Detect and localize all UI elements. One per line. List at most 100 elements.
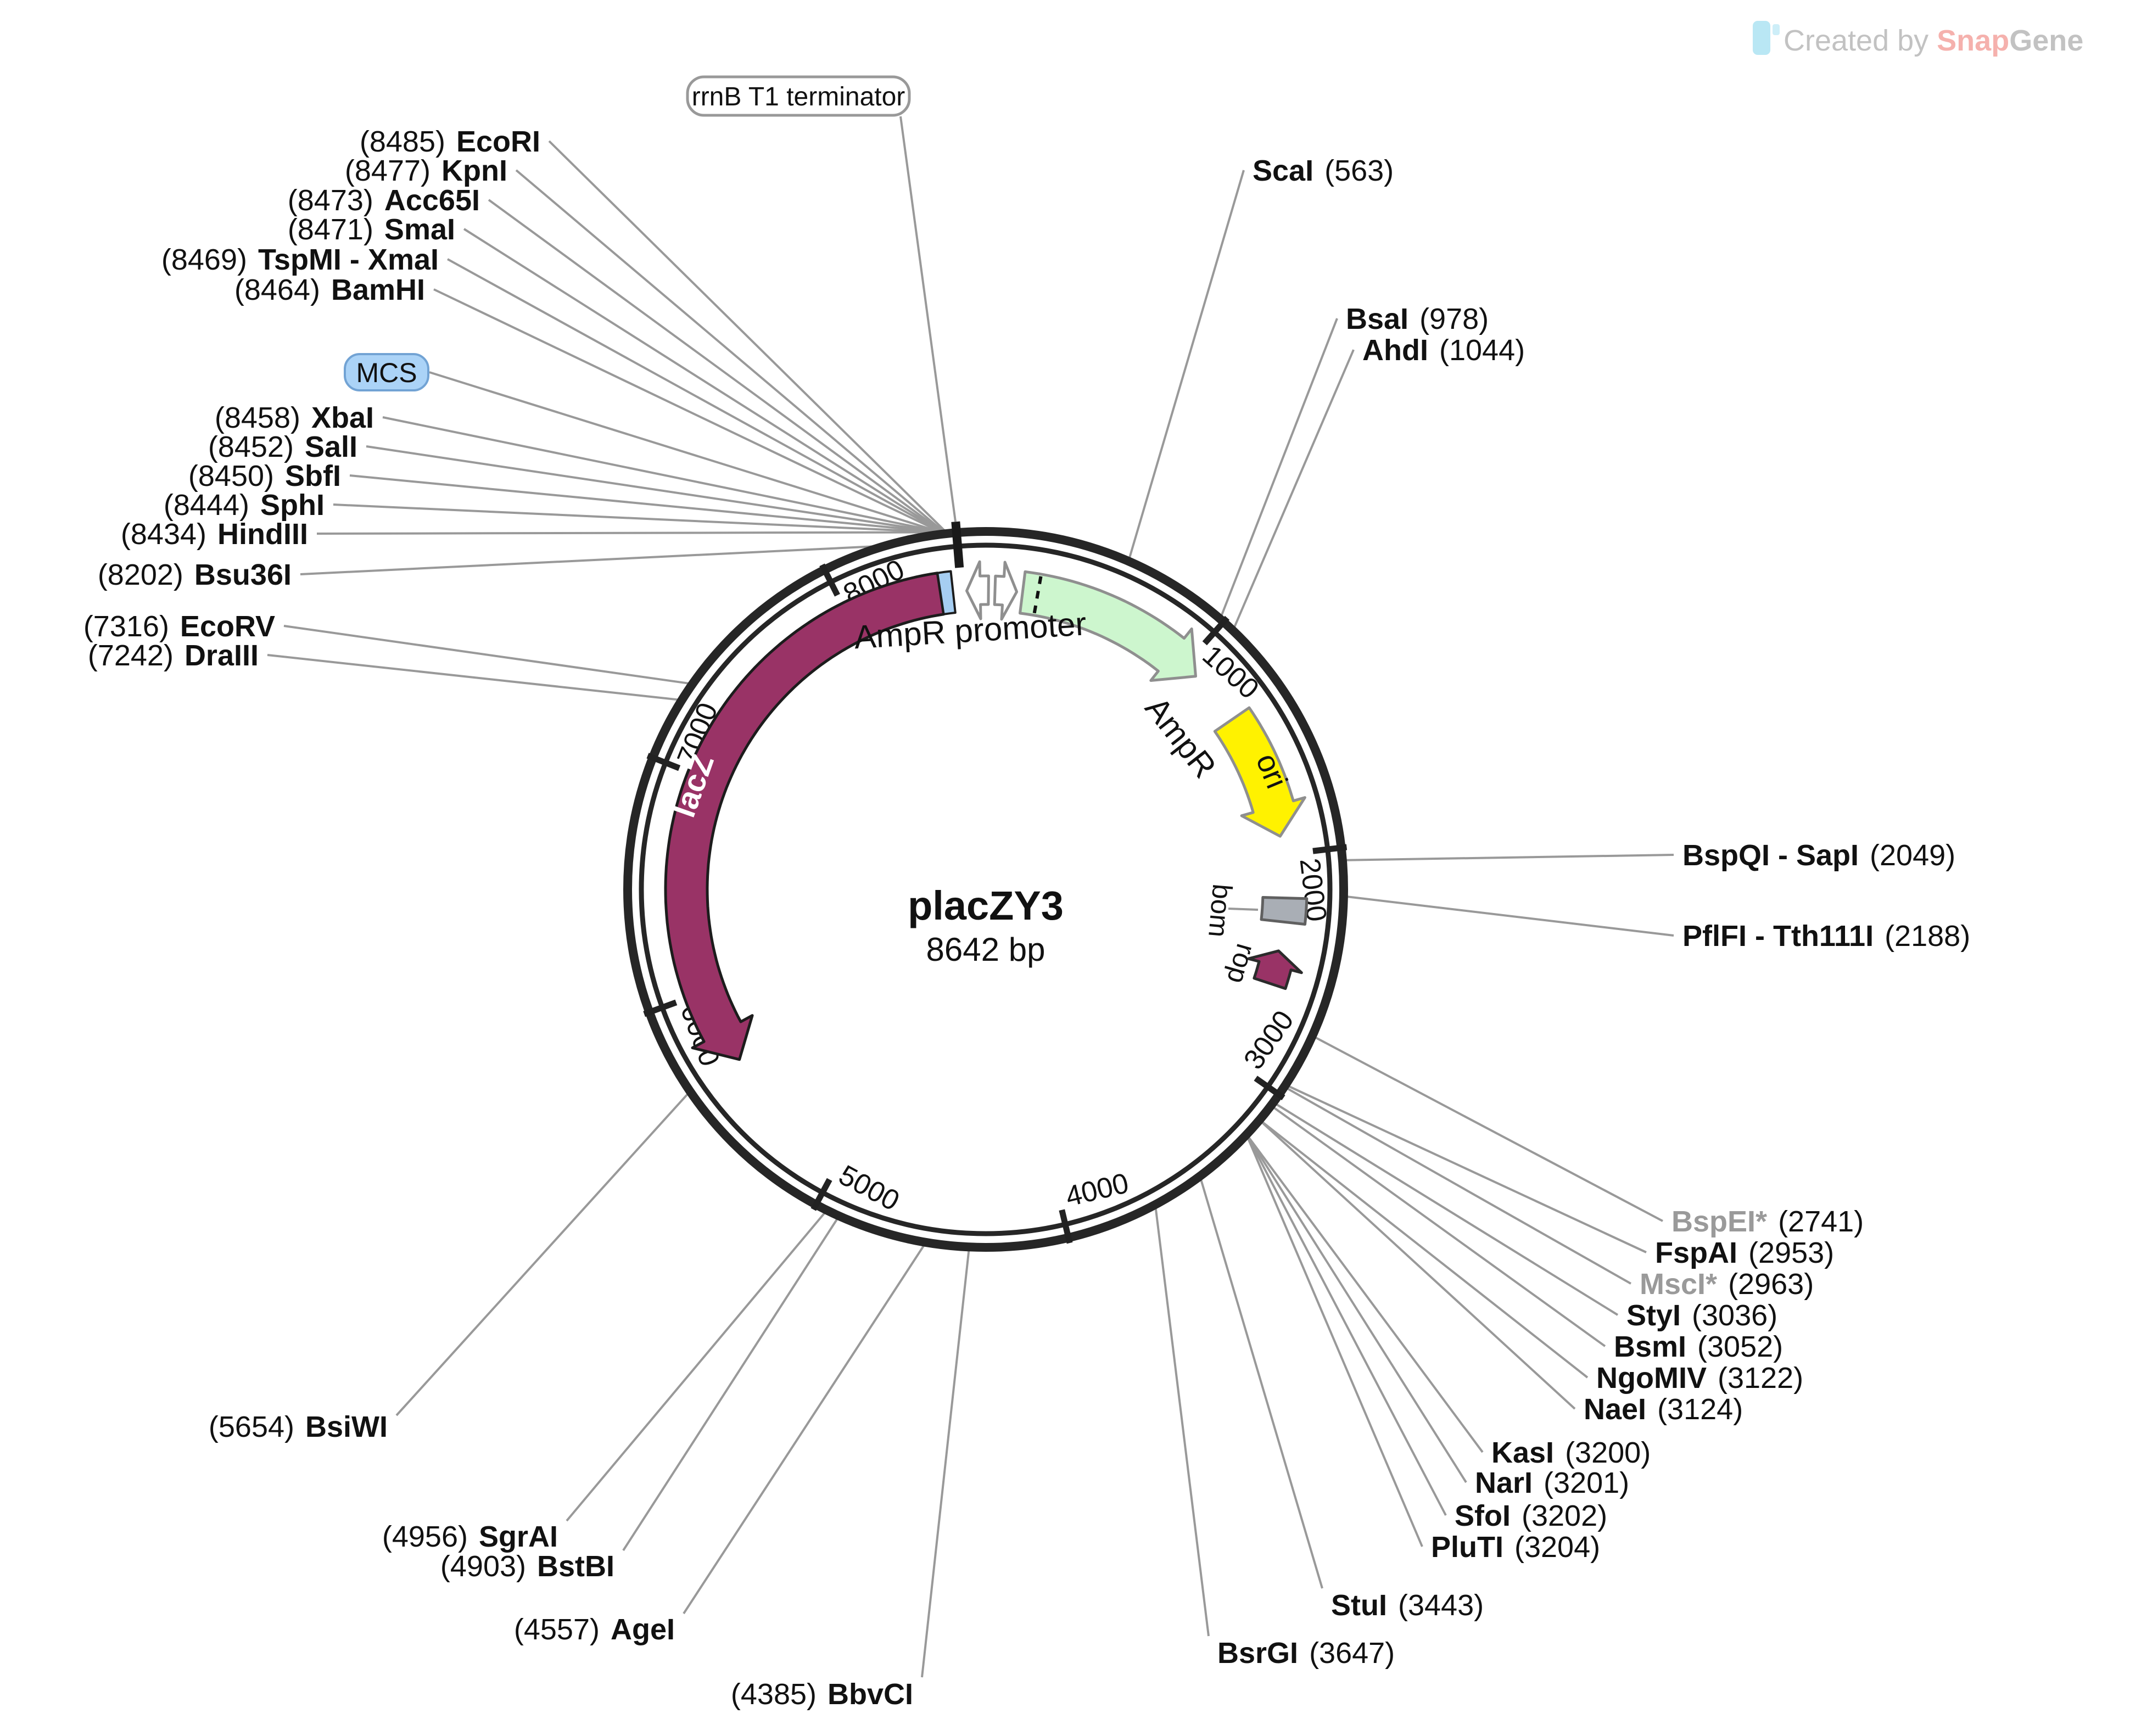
site-leader-BspEI* <box>1315 1036 1663 1222</box>
site-label-BsiWI: (5654) BsiWI <box>209 1410 388 1443</box>
feature-promoter-arrow-left <box>965 560 990 620</box>
site-leader-BspQI-SapI <box>1345 854 1674 861</box>
site-label-AhdI: AhdI (1044) <box>1362 334 1525 367</box>
mcs-leader <box>429 371 938 533</box>
site-label-EcoRI: (8485) EcoRI <box>360 125 540 158</box>
center-title: placZY3 8642 bp <box>908 883 1064 968</box>
site-label-SfoI: SfoI (3202) <box>1455 1499 1607 1532</box>
site-leader-BsmI <box>1273 1106 1606 1347</box>
site-leader-EcoRV <box>283 625 689 685</box>
tick-mark-4000 <box>1059 1209 1073 1244</box>
site-leader-AgeI <box>683 1245 925 1615</box>
tick-mark-3000 <box>1254 1076 1285 1100</box>
site-leader-SalI <box>366 445 936 533</box>
site-leader-BsrGI <box>1154 1208 1210 1637</box>
site-label-PflFI-Tth111I: PflFI - Tth111I (2188) <box>1682 920 1970 953</box>
site-label-KpnI: (8477) KpnI <box>345 154 507 187</box>
site-leader-SphI <box>333 503 934 533</box>
site-leader-PflFI-Tth111I <box>1346 895 1674 937</box>
site-leader-StyI <box>1276 1103 1619 1316</box>
site-leader-StuI <box>1200 1179 1323 1589</box>
tick-mark-6000 <box>643 999 678 1017</box>
site-leader-BamHI <box>433 288 940 533</box>
site-label-BsaI: BsaI (978) <box>1346 303 1489 335</box>
site-leader-Acc65I <box>488 199 942 532</box>
watermark-text: Created by SnapGene <box>1784 24 2083 57</box>
site-leader-BsiWI <box>395 1093 689 1416</box>
feature-AmpR <box>1019 570 1197 682</box>
watermark-brand-gene: Gene <box>2009 24 2083 57</box>
site-leader-DraIII <box>267 654 679 701</box>
site-label-Acc65I: (8473) Acc65I <box>288 184 480 217</box>
site-label-TspMI-XmaI: (8469) TspMI - XmaI <box>161 243 439 276</box>
site-leader-SbfI <box>349 474 936 533</box>
site-label-NaeI: NaeI (3124) <box>1584 1393 1743 1426</box>
site-label-BamHI: (8464) BamHI <box>234 273 425 306</box>
watermark-created-by: Created by <box>1784 24 1937 57</box>
site-label-XbaI: (8458) XbaI <box>215 401 374 434</box>
site-label-BspEI*: BspEI* (2741) <box>1671 1205 1864 1238</box>
tick-mark-8000 <box>819 563 840 597</box>
site-label-EcoRV: (7316) EcoRV <box>83 610 275 643</box>
backbone-outer-ring <box>623 527 1348 1252</box>
site-label-BsrGI: BsrGI (3647) <box>1217 1637 1395 1670</box>
site-leader-Bsu36I <box>300 545 873 575</box>
site-label-ScaI: ScaI (563) <box>1253 154 1394 187</box>
site-label-FspAI: FspAI (2953) <box>1655 1236 1834 1269</box>
site-leader-KasI <box>1248 1136 1484 1453</box>
site-leader-PluTI <box>1246 1137 1423 1547</box>
site-label-HindIII: (8434) HindIII <box>121 518 308 551</box>
mcs-label: MCS <box>356 357 417 388</box>
feature-lacZ <box>664 572 946 1061</box>
site-label-PluTI: PluTI (3204) <box>1431 1531 1600 1564</box>
feature-arrows <box>664 560 1309 1061</box>
site-label-NarI: NarI (3201) <box>1475 1466 1629 1499</box>
site-label-Bsu36I: (8202) Bsu36I <box>98 558 292 591</box>
mcs-label-group: MCS <box>344 353 429 391</box>
site-label-DraIII: (7242) DraIII <box>88 639 259 672</box>
site-label-BsmI: BsmI (3052) <box>1614 1330 1783 1363</box>
tick-mark-7000 <box>646 753 681 771</box>
site-label-StuI: StuI (3443) <box>1331 1589 1484 1622</box>
site-leader-NgoMIV <box>1261 1121 1589 1379</box>
site-leader-SfoI <box>1247 1137 1447 1516</box>
terminator-label: rrnB T1 terminator <box>692 82 905 111</box>
snapgene-tube-icon-cap <box>1773 24 1780 35</box>
site-label-SgrAI: (4956) SgrAI <box>382 1520 558 1553</box>
feature-AmpR-boundary-dashes <box>1032 576 1043 614</box>
terminator-leader <box>899 116 957 522</box>
site-label-BspQI-SapI: BspQI - SapI (2049) <box>1682 839 1955 872</box>
site-label-KasI: KasI (3200) <box>1491 1436 1651 1469</box>
watermark: Created by SnapGene <box>1753 21 2083 57</box>
mcs-pill <box>344 353 429 391</box>
site-leader-MscI* <box>1287 1087 1631 1285</box>
site-leader-TspMI-XmaI <box>447 258 941 532</box>
site-label-NgoMIV: NgoMIV (3122) <box>1596 1362 1803 1395</box>
site-label-SalI: (8452) SalI <box>208 430 357 463</box>
tick-mark-1000 <box>1202 615 1230 646</box>
terminator-box <box>686 75 911 117</box>
site-leader-SgrAI <box>566 1212 826 1522</box>
plasmid-name: placZY3 <box>908 883 1064 928</box>
site-leader-BstBI <box>622 1218 838 1552</box>
site-leader-BsaI <box>1220 318 1338 617</box>
site-label-SbfI: (8450) SbfI <box>188 460 341 492</box>
site-label-SphI: (8444) SphI <box>164 489 325 522</box>
feature-label-bom: bom <box>1203 883 1238 939</box>
leader-lines <box>267 116 1674 1678</box>
site-leader-EcoRI <box>548 140 946 531</box>
site-leader-SmaI <box>463 228 942 532</box>
plasmid-size: 8642 bp <box>926 931 1046 968</box>
terminator-mark <box>951 521 964 568</box>
site-label-AgeI: (4557) AgeI <box>514 1613 675 1646</box>
restriction-site-labels: (8485) EcoRI(8477) KpnI(8473) Acc65I(8471) S… <box>83 125 1970 1711</box>
backbone-inner-ring <box>639 542 1333 1236</box>
site-label-BstBI: (4903) BstBI <box>440 1550 614 1583</box>
feature-ori <box>1213 706 1306 838</box>
site-label-SmaI: (8471) SmaI <box>288 213 455 246</box>
site-leader-AhdI <box>1233 349 1355 628</box>
site-leader-FspAI <box>1288 1085 1647 1253</box>
site-leader-KpnI <box>515 169 943 532</box>
